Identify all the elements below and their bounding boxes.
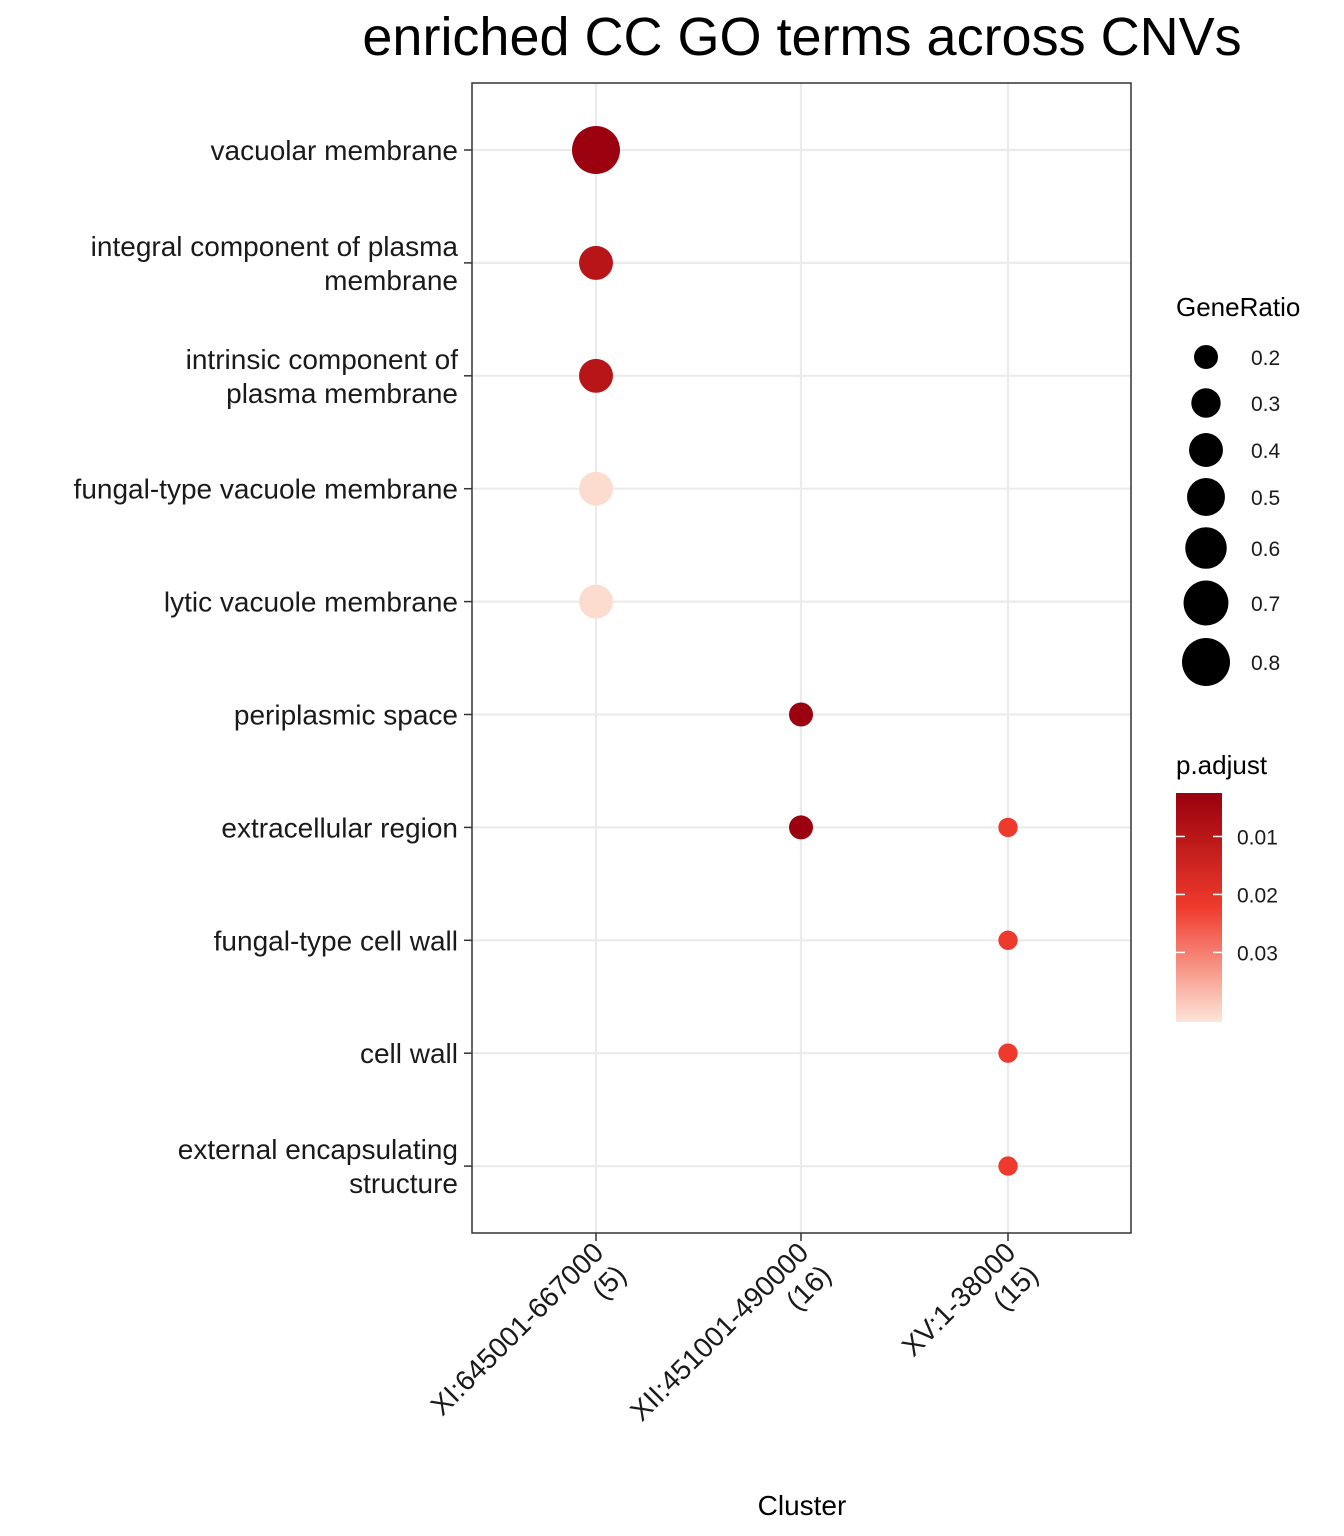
- y-tick-label-line: lytic vacuole membrane: [164, 587, 458, 618]
- data-point: [579, 245, 613, 280]
- y-tick-label-line: fungal-type cell wall: [214, 925, 458, 956]
- y-tick-label-line: membrane: [324, 265, 458, 296]
- size-legend-key: [1187, 478, 1225, 516]
- chart-title: enriched CC GO terms across CNVs: [362, 7, 1241, 67]
- size-legend-label: 0.6: [1251, 538, 1280, 561]
- y-tick-label: integral component of plasma membrane: [91, 231, 459, 296]
- size-legend-label: 0.7: [1251, 593, 1280, 616]
- x-axis: XI:645001-667000(5)XII:451001-490000(16)…: [425, 1233, 1044, 1427]
- y-tick-label: fungal-type vacuole membrane: [74, 474, 458, 505]
- data-point: [579, 358, 613, 393]
- colorbar-label: 0.03: [1237, 942, 1278, 965]
- colorbar-label: 0.02: [1237, 884, 1278, 907]
- size-legend-label: 0.4: [1251, 440, 1281, 463]
- size-legend-key: [1185, 527, 1227, 569]
- y-tick-label-line: intrinsic component of: [186, 344, 459, 375]
- x-axis-title: Cluster: [758, 1490, 847, 1521]
- y-tick-label: periplasmic space: [234, 700, 458, 731]
- x-tick-label: XI:645001-667000: [425, 1236, 610, 1421]
- size-legend-key: [1189, 433, 1223, 467]
- y-tick-label-line: integral component of plasma: [91, 231, 459, 262]
- data-point: [579, 584, 613, 619]
- y-tick-label-line: plasma membrane: [226, 378, 458, 409]
- y-tick-label-line: structure: [349, 1168, 458, 1199]
- colorbar-label: 0.01: [1237, 826, 1278, 849]
- y-tick-label-line: fungal-type vacuole membrane: [74, 474, 458, 505]
- size-legend-key: [1182, 638, 1230, 686]
- data-point: [998, 817, 1018, 838]
- y-tick-label-line: cell wall: [360, 1038, 458, 1069]
- y-tick-label-line: extracellular region: [221, 812, 458, 843]
- x-tick-label: XII:451001-490000: [624, 1236, 814, 1426]
- generatio-legend: GeneRatio 0.2 0.3 0.4 0.5 0.6 0.7 0.8: [1176, 292, 1300, 686]
- y-tick-label: cell wall: [360, 1038, 458, 1069]
- data-point: [998, 1156, 1018, 1176]
- y-tick-label: extracellular region: [221, 812, 458, 843]
- data-points: [572, 126, 1018, 1176]
- size-legend-label: 0.3: [1251, 393, 1280, 416]
- x-tick-label-group: XV:1-38000(15): [896, 1236, 1044, 1362]
- data-point: [789, 815, 813, 840]
- data-point: [998, 1043, 1018, 1063]
- y-tick-label-line: external encapsulating: [178, 1134, 458, 1165]
- x-tick-label-group: XII:451001-490000(16): [624, 1236, 837, 1426]
- data-point: [579, 471, 613, 506]
- y-axis: vacuolar membrane integral component of p…: [74, 135, 472, 1199]
- y-tick-label: intrinsic component of plasma membrane: [186, 344, 459, 409]
- size-legend-key: [1183, 580, 1229, 626]
- padjust-legend: p.adjust 0.01 0.02 0.03: [1176, 750, 1278, 1022]
- size-legend-label: 0.5: [1251, 487, 1280, 510]
- data-point: [789, 702, 813, 727]
- y-tick-label: lytic vacuole membrane: [164, 587, 458, 618]
- data-point: [572, 126, 620, 174]
- padjust-colorbar: [1176, 793, 1222, 1022]
- size-legend-label: 0.8: [1251, 652, 1280, 675]
- y-tick-label: fungal-type cell wall: [214, 925, 458, 956]
- x-tick-label-group: XI:645001-667000(5): [425, 1236, 632, 1421]
- generatio-legend-title: GeneRatio: [1176, 292, 1300, 322]
- padjust-legend-title: p.adjust: [1176, 750, 1268, 780]
- y-tick-label: vacuolar membrane: [211, 135, 458, 166]
- y-tick-label: external encapsulating structure: [178, 1134, 458, 1199]
- y-tick-label-line: vacuolar membrane: [211, 135, 458, 166]
- size-legend-key: [1194, 345, 1218, 369]
- size-legend-label: 0.2: [1251, 347, 1280, 370]
- y-tick-label-line: periplasmic space: [234, 700, 458, 731]
- data-point: [998, 930, 1018, 950]
- size-legend-key: [1191, 388, 1221, 418]
